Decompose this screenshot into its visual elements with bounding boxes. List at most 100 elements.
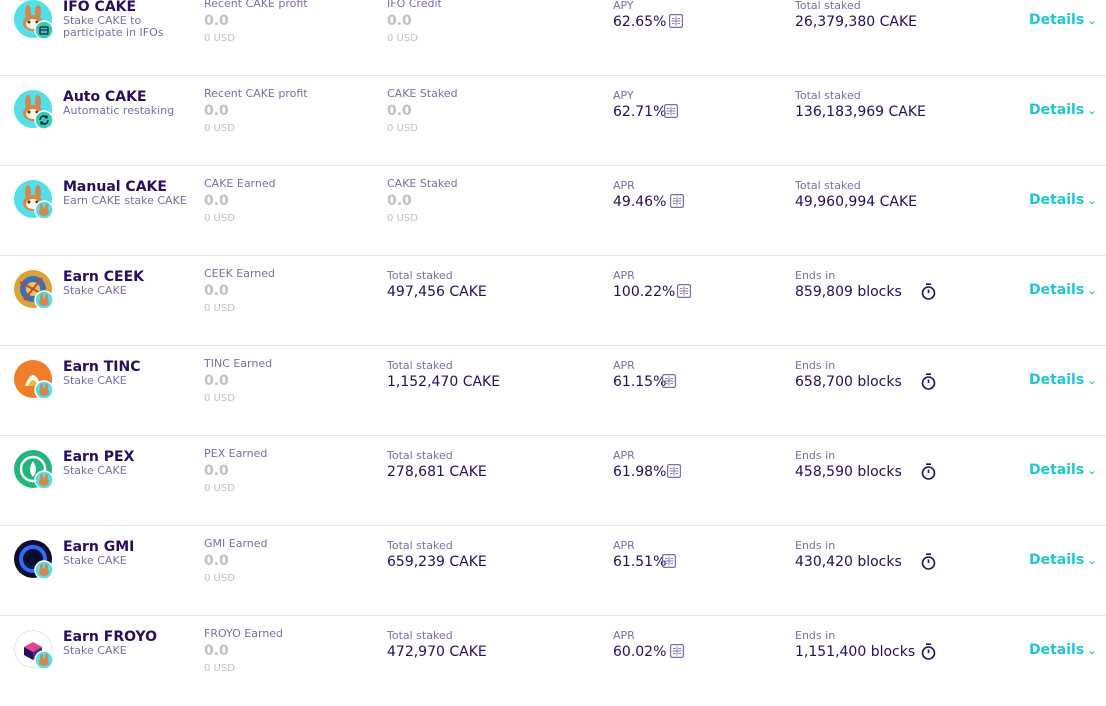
- earned-label: TINC Earned: [204, 357, 273, 370]
- staked-value: 0.0: [387, 13, 412, 29]
- timer-icon[interactable]: [920, 553, 937, 570]
- calculator-icon[interactable]: [670, 194, 684, 208]
- total-staked-value: 278,681 CAKE: [387, 464, 487, 480]
- details-button[interactable]: Details ⌄: [1029, 642, 1096, 658]
- total-staked-value: 136,183,969 CAKE: [795, 104, 926, 120]
- cake-badge-icon: [34, 470, 54, 490]
- total-staked-value: 659,239 CAKE: [387, 554, 487, 570]
- pool-row-earn-gmi[interactable]: Earn GMI Stake CAKE GMI Earned 0.0 0 USD…: [0, 527, 1106, 616]
- pool-title: IFO CAKE: [63, 0, 137, 15]
- ends-in-label: Ends in: [795, 359, 836, 372]
- calculator-icon[interactable]: [664, 104, 678, 118]
- details-label: Details: [1029, 192, 1085, 208]
- ends-in-value: 1,151,400 blocks: [795, 644, 916, 660]
- earned-usd: 0 USD: [204, 483, 235, 494]
- ends-in-label: Ends in: [795, 449, 836, 462]
- chevron-down-icon: ⌄: [1087, 194, 1097, 207]
- staked-usd: 0 USD: [387, 123, 418, 134]
- timer-icon[interactable]: [920, 283, 937, 300]
- cake-badge-icon: [34, 650, 54, 670]
- timer-icon[interactable]: [920, 373, 937, 390]
- calculator-icon[interactable]: [677, 284, 691, 298]
- staked-value: 0.0: [387, 193, 412, 209]
- ends-in-label: Ends in: [795, 269, 836, 282]
- apr-value: 61.15%: [613, 374, 667, 390]
- apr-label: APR: [613, 539, 635, 552]
- details-button[interactable]: Details ⌄: [1029, 102, 1096, 118]
- earned-usd: 0 USD: [204, 573, 235, 584]
- pool-title: Manual CAKE: [63, 179, 167, 195]
- total-staked-label: Total staked: [387, 269, 453, 282]
- apy-label: APY: [613, 0, 634, 12]
- pool-row-earn-ceek[interactable]: Earn CEEK Stake CAKE CEEK Earned 0.0 0 U…: [0, 257, 1106, 346]
- pool-row-earn-pex[interactable]: Earn PEX Stake CAKE PEX Earned 0.0 0 USD…: [0, 437, 1106, 526]
- chevron-down-icon: ⌄: [1087, 14, 1097, 27]
- chevron-down-icon: ⌄: [1087, 644, 1097, 657]
- total-staked-value: 26,379,380 CAKE: [795, 14, 917, 30]
- earned-label: Recent CAKE profit: [204, 0, 308, 10]
- earned-label: Recent CAKE profit: [204, 87, 308, 100]
- pool-row-earn-froyo[interactable]: Earn FROYO Stake CAKE FROYO Earned 0.0 0…: [0, 617, 1106, 706]
- calculator-icon[interactable]: [662, 374, 676, 388]
- cake-badge-icon: [34, 380, 54, 400]
- timer-icon[interactable]: [920, 463, 937, 480]
- details-label: Details: [1029, 282, 1085, 298]
- pool-subtitle: Stake CAKE: [63, 374, 127, 387]
- pool-subtitle: Stake CAKE: [63, 464, 127, 477]
- earned-value: 0.0: [204, 553, 229, 569]
- total-staked-label: Total staked: [387, 359, 453, 372]
- earned-value: 0.0: [204, 193, 229, 209]
- total-staked-value: 472,970 CAKE: [387, 644, 487, 660]
- details-label: Details: [1029, 12, 1085, 28]
- apr-value: 49.46%: [613, 194, 667, 210]
- chevron-down-icon: ⌄: [1087, 374, 1097, 387]
- pool-title: Earn FROYO: [63, 629, 158, 645]
- details-label: Details: [1029, 642, 1085, 658]
- ends-in-label: Ends in: [795, 629, 836, 642]
- details-button[interactable]: Details ⌄: [1029, 552, 1096, 568]
- details-label: Details: [1029, 462, 1085, 478]
- pool-title: Earn TINC: [63, 359, 141, 375]
- pool-row-ifo-cake[interactable]: IFO CAKE Stake CAKE to participate in IF…: [0, 0, 1106, 76]
- apr-label: APR: [613, 179, 635, 192]
- apr-label: APR: [613, 269, 635, 282]
- earned-usd: 0 USD: [204, 303, 235, 314]
- calculator-icon[interactable]: [662, 554, 676, 568]
- pool-row-auto-cake[interactable]: Auto CAKE Automatic restaking Recent CAK…: [0, 77, 1106, 166]
- apy-value: 62.65%: [613, 14, 667, 30]
- staked-label: CAKE Staked: [387, 87, 458, 100]
- chevron-down-icon: ⌄: [1087, 284, 1097, 297]
- staked-usd: 0 USD: [387, 213, 418, 224]
- pool-title: Earn CEEK: [63, 269, 145, 285]
- pool-subtitle: Stake CAKE: [63, 554, 127, 567]
- pool-subtitle: Automatic restaking: [63, 104, 175, 117]
- pool-row-earn-tinc[interactable]: Earn TINC Stake CAKE TINC Earned 0.0 0 U…: [0, 347, 1106, 436]
- earned-label: FROYO Earned: [204, 627, 284, 640]
- ends-in-value: 658,700 blocks: [795, 374, 902, 390]
- timer-icon[interactable]: [920, 643, 937, 660]
- earned-label: CAKE Earned: [204, 177, 276, 190]
- calculator-icon[interactable]: [669, 14, 683, 28]
- cake-badge-icon: [34, 200, 54, 220]
- earned-usd: 0 USD: [204, 393, 235, 404]
- pool-subtitle: Stake CAKE: [63, 644, 127, 657]
- calculator-icon[interactable]: [670, 644, 684, 658]
- details-button[interactable]: Details ⌄: [1029, 282, 1096, 298]
- details-button[interactable]: Details ⌄: [1029, 462, 1096, 478]
- details-button[interactable]: Details ⌄: [1029, 12, 1096, 28]
- apr-label: APR: [613, 449, 635, 462]
- apr-value: 60.02%: [613, 644, 667, 660]
- apr-label: APR: [613, 359, 635, 372]
- staked-usd: 0 USD: [387, 33, 418, 44]
- staked-label: CAKE Staked: [387, 177, 458, 190]
- pool-row-manual-cake[interactable]: Manual CAKE Earn CAKE stake CAKE CAKE Ea…: [0, 167, 1106, 256]
- details-button[interactable]: Details ⌄: [1029, 192, 1096, 208]
- apr-value: 61.51%: [613, 554, 667, 570]
- ends-in-label: Ends in: [795, 539, 836, 552]
- details-button[interactable]: Details ⌄: [1029, 372, 1096, 388]
- earned-value: 0.0: [204, 373, 229, 389]
- calculator-icon[interactable]: [667, 464, 681, 478]
- chevron-down-icon: ⌄: [1087, 464, 1097, 477]
- total-staked-label: Total staked: [795, 0, 861, 12]
- pool-subtitle: Earn CAKE stake CAKE: [63, 194, 187, 207]
